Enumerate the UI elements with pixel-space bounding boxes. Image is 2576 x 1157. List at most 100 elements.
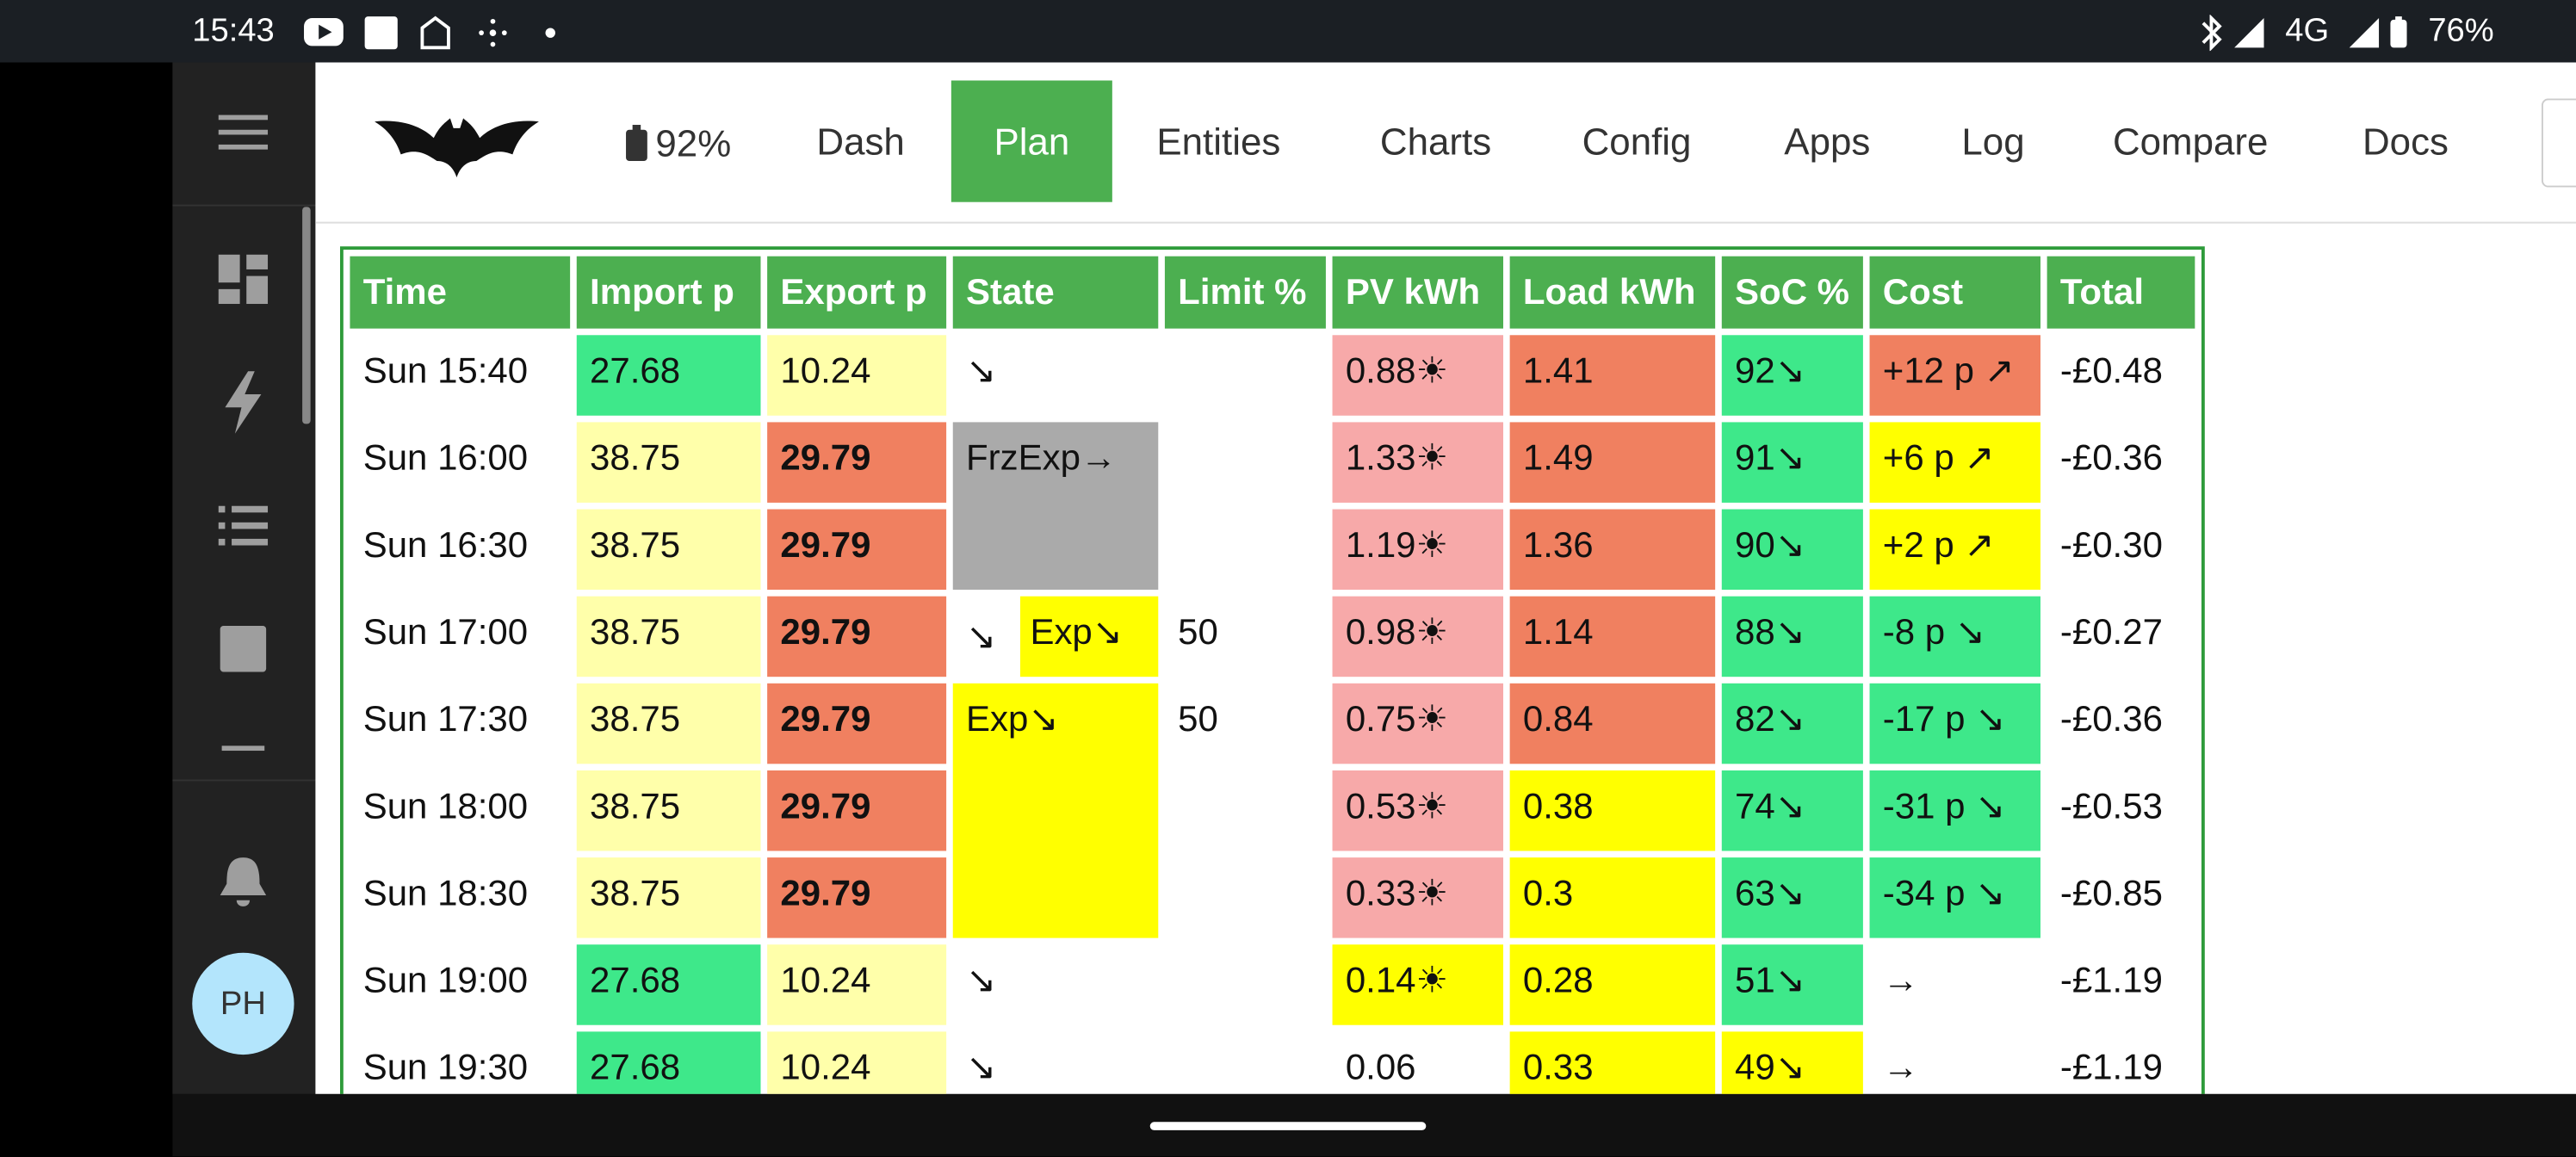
table-cell: -£1.19 (2047, 1031, 2195, 1094)
cell-text: +12 p ↗ (1882, 350, 2015, 392)
table-cell: -31 p ↘ (1869, 770, 2040, 851)
table-cell: 10.24 (767, 1031, 947, 1094)
header-row: Time Import p Export p State Limit % PV kWh Lo… (350, 256, 2195, 329)
cell-text: ↘ (966, 350, 997, 392)
cell-text: Sun 16:00 (362, 436, 529, 479)
table-cell: -£0.36 (2047, 684, 2195, 764)
column-header: SoC % (1721, 256, 1863, 329)
table-cell: Sun 17:00 (350, 597, 570, 677)
clock: 15:43 (192, 13, 275, 50)
cell-text: -£0.36 (2059, 436, 2163, 479)
table-cell: 0.33 (1509, 1031, 1716, 1094)
cell-text: Sun 19:00 (362, 959, 529, 1001)
table-cell: Sun 19:30 (350, 1031, 570, 1094)
cell-text: 29.79 (780, 436, 871, 479)
table-cell: 0.3 (1509, 857, 1716, 938)
signal-icons (2201, 15, 2264, 52)
table-cell: 38.75 (576, 770, 761, 851)
nav-tab[interactable]: Compare (2112, 120, 2269, 163)
battery-icons (2349, 16, 2407, 48)
table-cell: 63↘ (1721, 857, 1863, 938)
cell-text: 0.3 (1522, 872, 1574, 913)
cell-text: Sun 18:30 (362, 872, 529, 913)
table-cell: 38.75 (576, 422, 761, 503)
cell-text: -8 p ↘ (1882, 610, 1985, 653)
nav-tab[interactable]: Dash (816, 120, 905, 163)
cell-text: 1.19☀ (1345, 523, 1449, 566)
table-cell: -£0.53 (2047, 770, 2195, 851)
cell-text: Exp↘ (966, 697, 1059, 739)
menu-button[interactable] (2541, 98, 2576, 188)
table-cell: 10.24 (767, 335, 947, 416)
table-cell: 51↘ (1721, 944, 1863, 1025)
cell-text: 38.75 (590, 523, 681, 566)
home-pill[interactable] (1149, 1122, 1427, 1130)
cell-text: 1.33☀ (1345, 436, 1449, 479)
cell-text: 38.75 (590, 872, 681, 913)
cell-text: 0.28 (1522, 959, 1594, 1001)
table-cell: 29.79 (767, 770, 947, 851)
table-row: Sun 19:00 27.68 10.24 ↘ 0.14☀ 0.28 51↘ → -£1.19 (350, 944, 2195, 1025)
cell-text: 29.79 (780, 523, 871, 566)
table-cell: 0.14☀ (1332, 944, 1504, 1025)
table-cell: 49↘ (1721, 1031, 1863, 1094)
table-cell: Sun 16:00 (350, 422, 570, 503)
table-cell: 29.79 (767, 596, 947, 677)
nav-tab[interactable]: Apps (1784, 120, 1871, 163)
table-cell: 38.75 (576, 509, 761, 591)
column-header: Import p (576, 256, 761, 329)
table-cell: 10.24 (767, 944, 947, 1025)
nav-tab[interactable]: Config (1582, 120, 1692, 163)
cell-text: 1.49 (1522, 436, 1594, 479)
network-type: 4G (2285, 13, 2330, 50)
table-cell: FrzExp→ (952, 422, 1159, 591)
table-cell: 92↘ (1721, 335, 1863, 416)
empty-cell (1165, 944, 1326, 1025)
nav-tab[interactable]: Charts (1379, 120, 1492, 163)
table-row: Sun 16:30 38.75 29.79 1.19☀ 1.36 90↘ +2 p ↗ -£0… (350, 509, 2195, 591)
logo[interactable] (375, 112, 542, 178)
battery-level: 76% (2428, 13, 2494, 50)
table-row: Sun 17:30 38.75 29.79 Exp↘ 50 0.75☀ 0.84 82↘ -17… (350, 683, 2195, 938)
table-cell: 88↘ (1721, 596, 1863, 677)
cell-text: -£0.48 (2059, 350, 2163, 392)
nav-tab[interactable]: Docs (2362, 120, 2449, 163)
table-cell: 27.68 (576, 944, 761, 1025)
nav-tab[interactable]: Entities (1156, 120, 1281, 163)
table-cell: 29.79 (767, 509, 947, 591)
column-header: Limit % (1164, 256, 1326, 329)
cell-text: 27.68 (590, 1046, 681, 1088)
cell-text: 38.75 (590, 697, 681, 739)
cell-text: Sun 15:40 (362, 350, 529, 392)
table-cell: ↘ Exp↘ (953, 596, 1159, 677)
cell-text: 10.24 (780, 959, 871, 1001)
table-cell: +6 p ↗ (1869, 422, 2040, 503)
empty-cell (1165, 422, 1326, 503)
cell-text: 90↘ (1735, 523, 1805, 566)
cell-text: 0.14☀ (1345, 959, 1449, 1001)
table-cell: Sun 18:30 (350, 857, 570, 938)
table-cell: +2 p ↗ (1869, 509, 2040, 591)
table-cell: Sun 19:00 (350, 944, 570, 1025)
cell-text: 88↘ (1735, 610, 1805, 653)
table-cell: Sun 15:40 (350, 335, 570, 416)
table-cell: -£0.36 (2047, 422, 2195, 503)
cell-text: 1.36 (1522, 523, 1594, 566)
cell-text: 82↘ (1735, 697, 1805, 739)
column-header: Export p (767, 256, 947, 329)
cell-text: 29.79 (780, 610, 871, 653)
table-cell: 38.75 (576, 596, 761, 677)
table-cell: ↘ (953, 944, 1159, 1025)
nav-tab[interactable]: Log (1961, 120, 2025, 163)
cell-text: 63↘ (1735, 872, 1805, 913)
nav-tab[interactable]: Plan (951, 80, 1112, 202)
avatar[interactable]: PH (220, 985, 266, 1022)
cell-text: 27.68 (590, 350, 681, 392)
cell-text: Sun 18:00 (362, 785, 529, 826)
table-cell: 90↘ (1721, 509, 1863, 591)
table-cell: 0.28 (1509, 944, 1716, 1025)
cell-text: -£0.85 (2059, 872, 2163, 913)
table-cell: 0.06 (1333, 1031, 1503, 1094)
cell-text: -£1.19 (2059, 1046, 2163, 1088)
